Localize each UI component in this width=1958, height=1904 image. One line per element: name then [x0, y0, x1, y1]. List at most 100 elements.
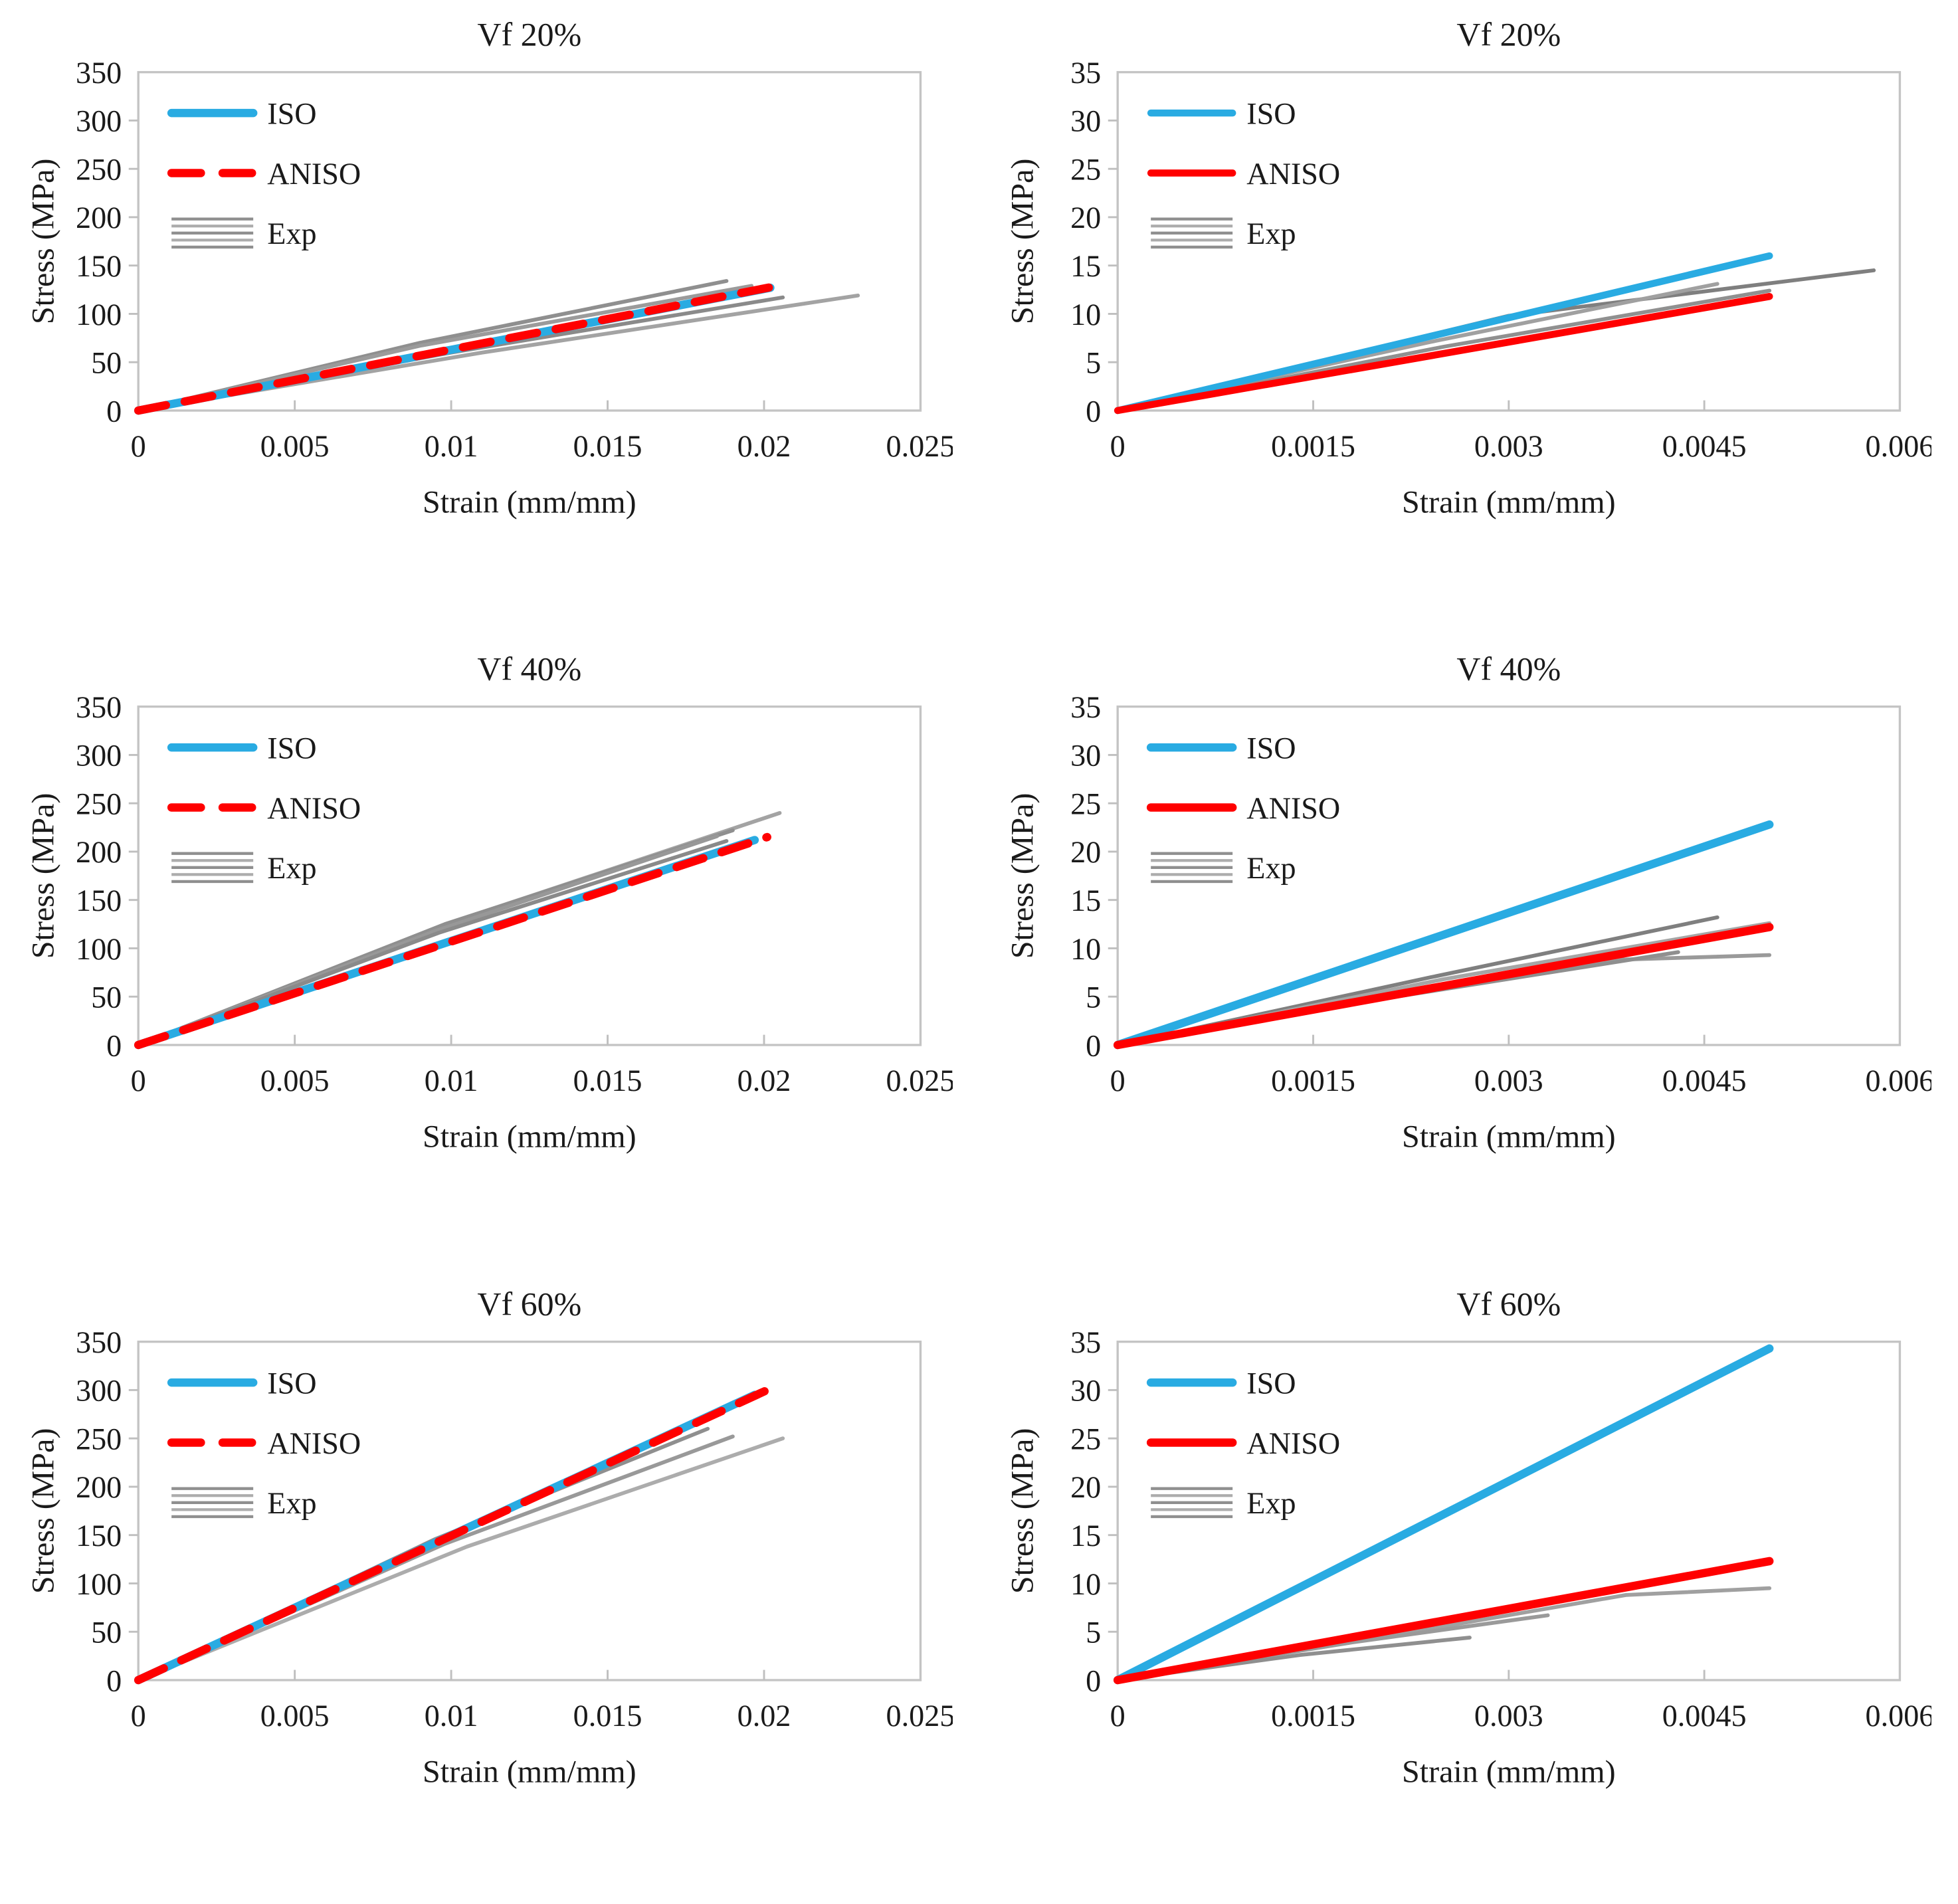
y-tick-label: 0: [106, 1664, 122, 1697]
x-tick-label: 0.01: [425, 1064, 478, 1097]
stress-strain-chart: Vf 60% 0 50 100 150 200 250 300 350 0 0.005 0.01 0.0…: [27, 1285, 953, 1789]
legend-label-iso: ISO: [1246, 96, 1296, 130]
y-tick-label: 300: [76, 104, 122, 138]
x-tick-label: 0.005: [260, 1699, 330, 1733]
x-tick-label: 0.003: [1474, 429, 1543, 463]
y-tick-label: 250: [76, 787, 122, 821]
plot-border: [1116, 706, 1901, 1046]
plot-border: [1116, 70, 1901, 412]
stress-strain-chart: Vf 60% 0 5 10 15 20 25 30 35 0 0.0015 0.003 0.0045 0.…: [1006, 1285, 1932, 1789]
y-tick-label: 300: [76, 739, 122, 773]
legend-label-iso: ISO: [1246, 1366, 1296, 1400]
series-ISO: [1113, 1344, 1773, 1684]
x-tick-label: 0.0045: [1662, 1064, 1746, 1097]
series-ANISO: [1113, 1557, 1773, 1684]
x-axis-label: Strain (mm/mm): [423, 1119, 636, 1155]
legend-label-exp: Exp: [1246, 851, 1296, 885]
series-ANISO: [134, 1385, 771, 1684]
x-tick-label: 0.025: [886, 429, 953, 463]
x-axis-label: Strain (mm/mm): [1402, 1754, 1616, 1789]
legend: ISO ANISO Exp: [167, 96, 361, 250]
x-tick-label: 0.015: [573, 429, 642, 463]
plot-border: [137, 1340, 922, 1681]
x-tick-label: 0.005: [260, 429, 330, 463]
y-tick-label: 25: [1070, 1422, 1101, 1456]
x-tick-label: 0.005: [260, 1064, 330, 1097]
chart-cell-vf60-transverse: Vf 60% 0 5 10 15 20 25 30 35 0 0.0015 0.003 0.0045 0.…: [1006, 1280, 1932, 1893]
stress-strain-chart: Vf 40% 0 50 100 150 200 250 300 350 0 0.005 0.01 0.0…: [27, 650, 953, 1155]
series-ISO: [1113, 820, 1773, 1050]
stress-strain-chart: Vf 40% 0 5 10 15 20 25 30 35 0 0.0015 0.003 0.0045 0.…: [1006, 650, 1932, 1155]
chart-cell-vf20-transverse: Vf 20% 0 5 10 15 20 25 30 35 0 0.0015 0.003 0.0045 0.…: [1006, 11, 1932, 624]
y-tick-label: 30: [1070, 1373, 1101, 1407]
y-tick-label: 35: [1070, 1325, 1101, 1359]
y-tick-label: 50: [91, 981, 122, 1014]
y-tick-label: 350: [76, 56, 122, 90]
x-tick-label: 0.02: [737, 1699, 791, 1733]
y-tick-label: 50: [91, 346, 122, 380]
legend-label-aniso: ANISO: [1246, 1426, 1340, 1460]
x-tick-label: 0.006: [1865, 429, 1931, 463]
y-tick-label: 200: [76, 1470, 122, 1504]
y-tick-label: 150: [76, 249, 122, 283]
legend-label-aniso: ANISO: [267, 791, 361, 825]
y-tick-label: 15: [1070, 249, 1101, 283]
chart-title: Vf 60%: [477, 1285, 581, 1322]
series-ISO: [1114, 252, 1773, 415]
x-tick-label: 0.0015: [1271, 1699, 1355, 1733]
legend-label-iso: ISO: [1246, 731, 1296, 765]
y-tick-label: 100: [76, 1567, 122, 1600]
x-tick-label: 0: [131, 429, 146, 463]
chart-cell-vf40-transverse: Vf 40% 0 5 10 15 20 25 30 35 0 0.0015 0.003 0.0045 0.…: [1006, 645, 1932, 1258]
x-axis-label: Strain (mm/mm): [423, 485, 636, 520]
x-tick-label: 0: [131, 1064, 146, 1097]
x-tick-label: 0.0015: [1271, 429, 1355, 463]
y-tick-label: 0: [1086, 1029, 1101, 1063]
chart-cell-vf40-longitudinal: Vf 40% 0 50 100 150 200 250 300 350 0 0.005 0.01 0.0…: [27, 645, 953, 1258]
y-tick-label: 20: [1070, 201, 1101, 235]
y-tick-label: 5: [1086, 346, 1101, 380]
x-tick-label: 0.003: [1474, 1064, 1543, 1097]
x-tick-label: 0.02: [737, 429, 791, 463]
chart-title: Vf 40%: [477, 650, 581, 688]
stress-strain-chart: Vf 20% 0 5 10 15 20 25 30 35 0 0.0015 0.003 0.0045 0.…: [1006, 15, 1932, 520]
x-tick-label: 0.0045: [1662, 1699, 1746, 1733]
plot-border: [1116, 1340, 1901, 1681]
legend-label-exp: Exp: [1246, 1486, 1296, 1520]
y-tick-label: 35: [1070, 56, 1101, 90]
y-tick-label: 200: [76, 836, 122, 870]
legend-label-iso: ISO: [267, 731, 316, 765]
y-tick-label: 350: [76, 690, 122, 724]
x-tick-label: 0: [1110, 429, 1125, 463]
legend-label-aniso: ANISO: [1246, 157, 1340, 191]
chart-cell-vf20-longitudinal: Vf 20% 0 50 100 150 200 250 300 350 0 0.005 0.01 0.0…: [27, 11, 953, 624]
x-tick-label: 0.01: [425, 1699, 478, 1733]
y-tick-label: 20: [1070, 836, 1101, 870]
y-tick-label: 15: [1070, 884, 1101, 917]
series-ANISO: [134, 833, 771, 1050]
legend-label-exp: Exp: [1246, 217, 1296, 250]
y-axis-label: Stress (MPa): [1006, 793, 1040, 959]
y-tick-label: 350: [76, 1325, 122, 1359]
legend-label-aniso: ANISO: [1246, 791, 1340, 825]
x-tick-label: 0.003: [1474, 1699, 1543, 1733]
x-tick-label: 0.0045: [1662, 429, 1746, 463]
y-tick-label: 10: [1070, 932, 1101, 966]
x-axis-label: Strain (mm/mm): [1402, 485, 1616, 520]
y-tick-label: 100: [76, 932, 122, 966]
y-tick-label: 250: [76, 152, 122, 186]
y-tick-label: 35: [1070, 690, 1101, 724]
y-tick-label: 30: [1070, 104, 1101, 138]
y-tick-label: 30: [1070, 739, 1101, 773]
y-tick-label: 10: [1070, 1567, 1101, 1600]
chart-title: Vf 40%: [1456, 650, 1561, 688]
y-axis-label: Stress (MPa): [27, 159, 60, 325]
y-tick-label: 0: [1086, 394, 1101, 428]
x-tick-label: 0.006: [1865, 1699, 1931, 1733]
y-axis-label: Stress (MPa): [1006, 159, 1040, 325]
y-tick-label: 25: [1070, 152, 1101, 186]
series-ANISO: [1114, 292, 1773, 415]
x-tick-label: 0: [1110, 1699, 1125, 1733]
legend-label-exp: Exp: [267, 217, 316, 250]
stress-strain-chart: Vf 20% 0 50 100 150 200 250 300 350 0 0.005 0.01 0.0…: [27, 15, 953, 520]
